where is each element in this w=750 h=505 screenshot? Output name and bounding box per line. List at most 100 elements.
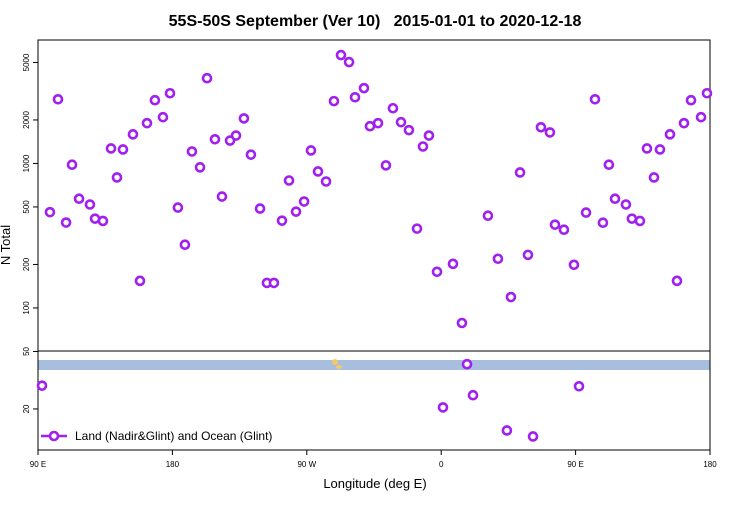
point (117, 144, 129, 155)
point (52, 93, 64, 105)
point (320, 176, 332, 187)
point (73, 193, 85, 205)
x-tick-label: 90 W (297, 460, 316, 469)
point (558, 224, 570, 235)
point (283, 175, 295, 186)
point (467, 389, 479, 401)
y-tick-label: 1000 (22, 154, 31, 172)
point (254, 203, 266, 214)
y-tick-label: 20 (22, 404, 31, 413)
point (654, 144, 666, 155)
point (36, 380, 48, 391)
point (620, 199, 632, 210)
point (201, 72, 213, 84)
point (194, 162, 206, 173)
point (387, 102, 399, 114)
land-patch (336, 365, 342, 369)
land-band (38, 360, 710, 370)
point (111, 172, 123, 183)
point (134, 275, 146, 287)
point (97, 215, 109, 227)
x-tick-label: 90 E (567, 460, 583, 469)
point (544, 127, 556, 138)
point (527, 431, 539, 442)
point (568, 259, 580, 271)
point (230, 130, 242, 141)
y-tick-label: 5000 (22, 53, 31, 71)
point (343, 56, 355, 68)
point (437, 402, 449, 413)
point (141, 117, 153, 129)
point (127, 129, 139, 140)
point (505, 291, 517, 303)
point (372, 117, 384, 129)
point (492, 253, 504, 265)
point (328, 95, 340, 107)
point (164, 87, 176, 99)
point (678, 117, 690, 129)
point (522, 249, 534, 261)
point (501, 425, 513, 436)
chart-title: 55S-50S September (Ver 10) 2015-01-01 to… (169, 13, 582, 30)
y-tick-label: 50 (22, 346, 31, 355)
land-patch (332, 359, 338, 365)
legend-marker (48, 430, 60, 442)
point (268, 277, 280, 289)
point (685, 94, 697, 106)
point (573, 380, 585, 392)
point (701, 87, 713, 99)
point (549, 219, 561, 230)
y-tick-label: 2000 (22, 111, 31, 129)
point (411, 223, 423, 234)
point (514, 167, 526, 178)
y-axis-label: N Total (0, 225, 13, 265)
point (66, 159, 78, 171)
point (603, 159, 615, 171)
point (380, 160, 392, 171)
point (597, 217, 609, 229)
point (447, 258, 459, 270)
point (634, 215, 646, 227)
point (298, 196, 310, 207)
point (609, 193, 621, 205)
point (172, 202, 184, 213)
point (535, 121, 547, 133)
point (105, 143, 117, 154)
point (403, 124, 415, 136)
point (589, 93, 601, 105)
point (44, 206, 56, 218)
legend-label: Land (Nadir&Glint) and Ocean (Glint) (75, 429, 272, 443)
point (456, 317, 468, 329)
point (349, 91, 361, 103)
x-tick-label: 180 (703, 460, 717, 469)
point (358, 82, 370, 94)
point (335, 49, 347, 61)
point (60, 217, 72, 228)
x-tick-label: 90 E (30, 460, 46, 469)
point (395, 116, 407, 128)
point (461, 358, 473, 370)
point (312, 166, 324, 177)
point (671, 275, 683, 287)
point (216, 191, 228, 202)
x-tick-label: 180 (166, 460, 180, 469)
point (245, 149, 257, 160)
point (209, 133, 221, 145)
point (186, 146, 198, 157)
point (431, 266, 443, 278)
point (417, 141, 429, 152)
point (423, 130, 435, 141)
point (482, 210, 494, 221)
point (157, 111, 169, 123)
point (290, 206, 302, 217)
y-tick-label: 200 (22, 257, 31, 271)
point (664, 129, 676, 140)
point (179, 239, 191, 250)
point (580, 207, 592, 218)
x-axis-label: Longitude (deg E) (323, 476, 426, 491)
point (276, 215, 288, 226)
point (149, 94, 161, 106)
plot-frame (37, 39, 711, 451)
